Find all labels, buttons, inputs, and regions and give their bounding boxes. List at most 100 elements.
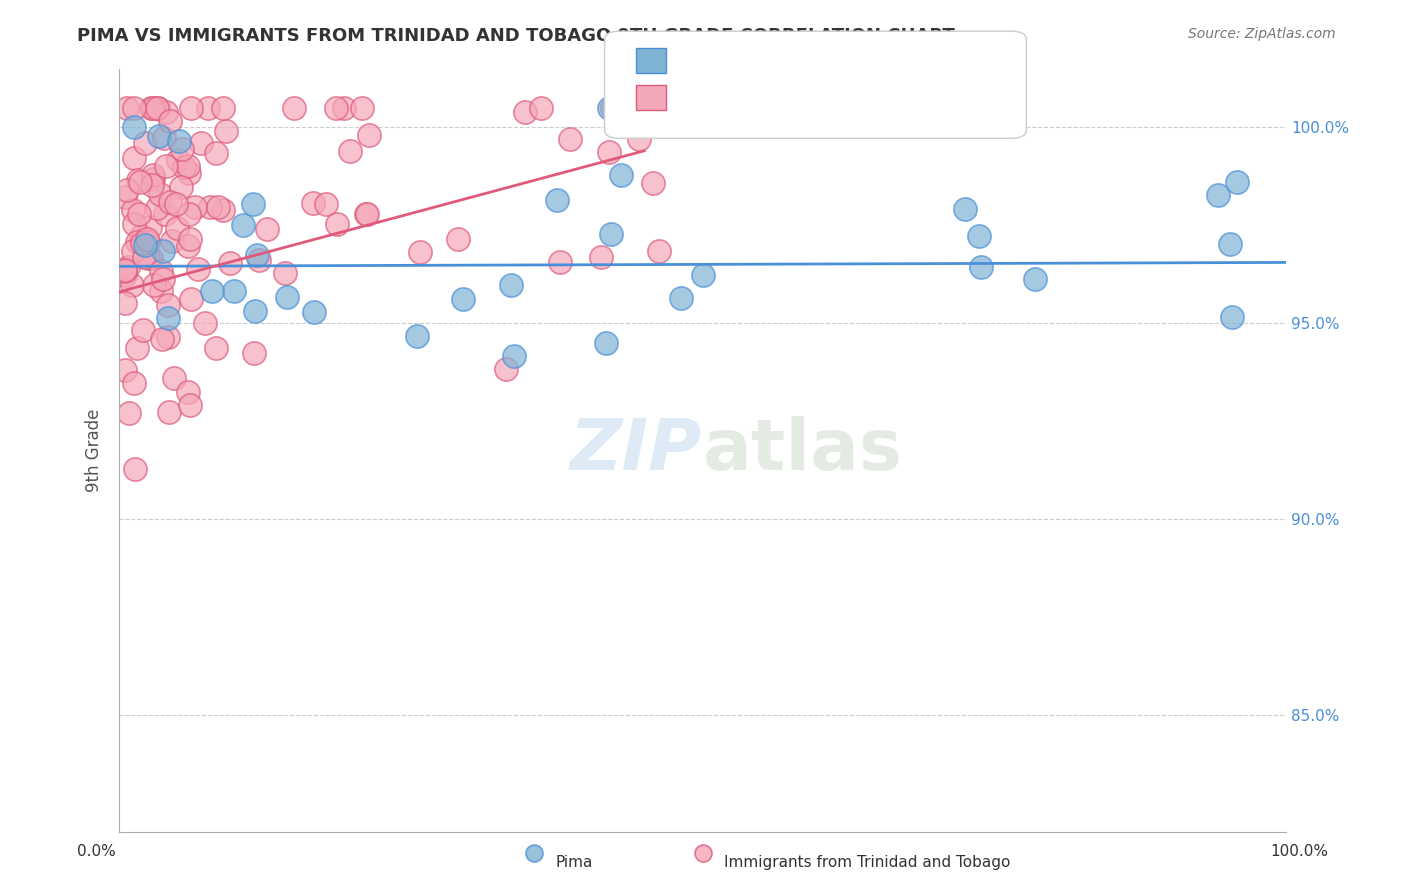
Point	[692, 846, 714, 860]
Text: Pima: Pima	[555, 855, 593, 870]
Point	[243, 346, 266, 360]
Point	[560, 132, 582, 146]
Point	[122, 244, 145, 258]
Point	[595, 336, 617, 351]
Text: 114: 114	[834, 91, 865, 105]
Point	[326, 217, 349, 231]
Point	[1219, 237, 1241, 252]
Point	[150, 332, 173, 346]
Point	[124, 120, 146, 135]
Point	[187, 262, 209, 277]
Point	[114, 263, 136, 277]
Point	[548, 255, 571, 269]
Point	[1222, 310, 1244, 325]
Point	[166, 221, 188, 235]
Point	[173, 161, 195, 175]
Point	[356, 207, 378, 221]
Point	[122, 152, 145, 166]
Point	[136, 235, 159, 250]
Point	[163, 370, 186, 384]
Point	[219, 256, 242, 270]
Point	[153, 131, 176, 145]
Point	[283, 101, 305, 115]
Point	[142, 172, 165, 186]
Point	[165, 196, 187, 211]
Text: R =: R =	[675, 91, 709, 105]
Point	[215, 124, 238, 138]
Point	[692, 268, 714, 283]
Point	[114, 296, 136, 310]
Point	[155, 159, 177, 173]
Point	[179, 207, 201, 221]
Point	[136, 231, 159, 245]
Point	[628, 132, 651, 146]
Point	[117, 260, 139, 275]
Point	[141, 178, 163, 193]
Point	[530, 101, 553, 115]
Point	[405, 329, 427, 343]
Point	[156, 311, 179, 326]
Point	[232, 218, 254, 232]
Point	[156, 298, 179, 312]
Point	[447, 232, 470, 246]
Point	[134, 238, 156, 252]
Point	[453, 292, 475, 306]
Text: Immigrants from Trinidad and Tobago: Immigrants from Trinidad and Tobago	[724, 855, 1011, 870]
Point	[970, 260, 993, 274]
Point	[159, 113, 181, 128]
Point	[495, 362, 517, 376]
Point	[224, 284, 246, 298]
Text: N =: N =	[801, 91, 835, 105]
Point	[118, 407, 141, 421]
Point	[167, 153, 190, 167]
Point	[184, 200, 207, 214]
Point	[179, 398, 201, 412]
Point	[134, 136, 156, 150]
Point	[207, 200, 229, 214]
Point	[589, 250, 612, 264]
Text: atlas: atlas	[703, 416, 903, 485]
Point	[499, 278, 522, 293]
Point	[149, 187, 172, 202]
Point	[142, 101, 165, 115]
Text: R =: R =	[675, 54, 709, 69]
Point	[122, 376, 145, 391]
Point	[350, 101, 373, 115]
Point	[180, 292, 202, 306]
Point	[409, 245, 432, 260]
Point	[125, 235, 148, 250]
Y-axis label: 9th Grade: 9th Grade	[86, 409, 103, 492]
Point	[131, 229, 153, 244]
Point	[143, 277, 166, 292]
Point	[146, 101, 169, 115]
Point	[1024, 272, 1046, 286]
Point	[177, 385, 200, 400]
Point	[197, 101, 219, 115]
Point	[132, 323, 155, 337]
Point	[246, 248, 269, 262]
Point	[136, 251, 159, 265]
Point	[141, 101, 163, 115]
Point	[121, 277, 143, 292]
Point	[354, 206, 377, 220]
Point	[122, 202, 145, 217]
Point	[148, 129, 170, 144]
Point	[128, 207, 150, 221]
Point	[169, 134, 191, 148]
Point	[190, 136, 212, 151]
Point	[139, 219, 162, 234]
Point	[155, 104, 177, 119]
Point	[276, 290, 298, 304]
Point	[150, 264, 173, 278]
Point	[149, 285, 172, 299]
Point	[177, 159, 200, 173]
Point	[205, 341, 228, 355]
Point	[122, 217, 145, 231]
Point	[503, 350, 526, 364]
Point	[170, 142, 193, 156]
Text: N =: N =	[801, 54, 835, 69]
Text: ZIP: ZIP	[571, 416, 703, 485]
Text: 0.010: 0.010	[707, 54, 755, 69]
Text: 0.246: 0.246	[707, 91, 755, 105]
Text: PIMA VS IMMIGRANTS FROM TRINIDAD AND TOBAGO 9TH GRADE CORRELATION CHART: PIMA VS IMMIGRANTS FROM TRINIDAD AND TOB…	[77, 27, 955, 45]
